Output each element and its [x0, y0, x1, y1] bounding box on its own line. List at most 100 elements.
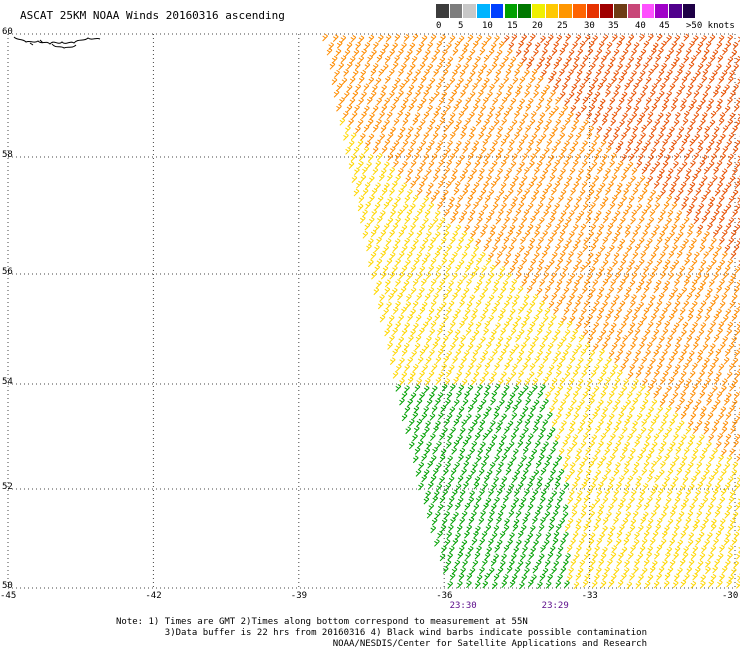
wind-barb: [490, 180, 497, 189]
wind-barb: [684, 132, 691, 141]
wind-barb: [492, 244, 498, 253]
wind-barb: [604, 447, 611, 456]
wind-barb: [638, 216, 645, 225]
wind-barb: [683, 383, 690, 392]
wind-barb: [706, 265, 712, 273]
wind-barb: [501, 223, 507, 232]
wind-barb: [595, 251, 602, 260]
note-line-3: NOAA/NESDIS/Center for Satellite Applica…: [332, 639, 648, 649]
wind-barb: [357, 203, 364, 212]
wind-barb: [517, 264, 524, 273]
wind-barb: [542, 294, 549, 302]
wind-barb: [653, 285, 660, 294]
wind-barb: [658, 69, 665, 77]
wind-barb: [586, 488, 593, 497]
wind-barb: [376, 258, 383, 267]
wind-barb: [704, 468, 710, 477]
wind-barb: [713, 419, 720, 428]
wind-barb: [641, 124, 647, 133]
wind-barb: [705, 462, 712, 470]
wind-barb: [634, 62, 641, 70]
wind-barb: [358, 97, 364, 106]
wind-barb: [461, 356, 467, 365]
wind-barb: [678, 420, 685, 429]
wind-barb: [700, 523, 706, 532]
wind-barb: [520, 524, 527, 533]
wind-barb: [427, 41, 434, 50]
wind-barb: [488, 209, 495, 218]
wind-barb: [666, 426, 673, 435]
wind-barb: [366, 243, 372, 252]
wind-barb: [644, 328, 651, 337]
wind-barb: [435, 377, 442, 385]
wind-barb: [615, 440, 622, 449]
wind-barb: [546, 97, 553, 106]
wind-barb: [458, 342, 465, 351]
wind-barb: [625, 511, 632, 520]
wind-barb: [557, 342, 563, 350]
wind-barb: [657, 406, 664, 414]
wind-barb: [645, 370, 651, 379]
wind-barb: [521, 56, 528, 64]
wind-barb: [713, 313, 720, 322]
wind-barb: [647, 321, 654, 329]
wind-barb: [546, 118, 552, 127]
wind-barb: [489, 264, 496, 273]
wind-barb: [510, 371, 517, 379]
wind-barb: [364, 105, 370, 114]
wind-barb: [655, 496, 662, 504]
wind-barb: [427, 243, 434, 252]
wind-barb: [392, 370, 399, 379]
wind-barb: [694, 133, 700, 142]
wind-barb: [680, 483, 687, 492]
wind-barb: [518, 223, 525, 232]
wind-barb: [449, 35, 456, 43]
wind-barb: [606, 511, 612, 519]
wind-barb: [634, 328, 641, 336]
wind-barb: [729, 448, 736, 457]
wind-barb: [398, 48, 404, 57]
wind-barb: [457, 434, 463, 443]
wind-barb: [720, 469, 727, 477]
wind-barb: [558, 448, 565, 456]
wind-barb: [676, 517, 682, 526]
wind-barb: [646, 279, 652, 287]
wind-barb: [482, 307, 489, 316]
wind-barb: [615, 145, 622, 154]
wind-barb: [708, 475, 715, 483]
wind-barb: [602, 112, 609, 121]
wind-barb: [737, 523, 740, 532]
wind-barb: [466, 573, 473, 581]
wind-barb: [405, 132, 412, 141]
wind-barb: [610, 433, 616, 442]
wind-barb: [551, 187, 557, 196]
wind-barb: [651, 460, 657, 469]
wind-barb: [640, 516, 647, 525]
longitude-label: -42: [145, 591, 162, 601]
wind-barb: [710, 258, 717, 267]
wind-barb: [672, 97, 679, 106]
wind-barb: [399, 357, 405, 366]
wind-barb: [622, 446, 628, 455]
wind-barb: [681, 349, 687, 358]
wind-barb: [544, 285, 551, 294]
wind-barb: [643, 441, 650, 450]
wind-barb: [494, 405, 501, 414]
wind-barb: [473, 370, 480, 379]
wind-barb: [619, 524, 625, 533]
wind-barb: [492, 97, 499, 106]
wind-barb: [695, 273, 702, 282]
wind-barb: [626, 203, 633, 212]
wind-barb: [542, 188, 549, 197]
wind-barb: [580, 348, 587, 357]
wind-barb: [594, 497, 601, 506]
wind-barb: [441, 545, 447, 554]
wind-barb: [624, 229, 631, 238]
wind-barb: [561, 146, 567, 155]
wind-barb: [593, 175, 600, 184]
wind-barb: [609, 159, 616, 168]
wind-barb: [506, 488, 512, 497]
wind-barb: [378, 68, 385, 77]
wind-barb: [465, 552, 471, 561]
wind-barb: [727, 321, 734, 330]
